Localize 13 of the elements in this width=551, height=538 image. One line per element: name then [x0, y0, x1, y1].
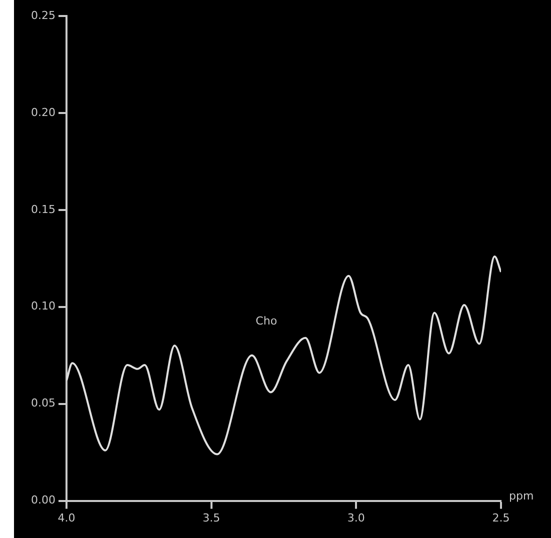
y-tick-label: 0.00 — [30, 494, 56, 507]
x-tick-label: 3.5 — [202, 511, 220, 524]
line-series — [66, 255, 501, 456]
y-tick-label: 0.20 — [30, 106, 56, 119]
y-tick-label: 0.25 — [30, 8, 56, 22]
x-tick-label: 3.0 — [347, 511, 365, 524]
y-tick-label: 0.15 — [30, 202, 56, 216]
x-tick-label: 4.0 — [58, 511, 76, 524]
x-tick-label: 2.5 — [492, 511, 510, 524]
y-tick-label: 0.05 — [30, 396, 56, 410]
annotation: Cho — [256, 314, 278, 328]
x-axis-title: ppm — [509, 490, 534, 503]
y-tick-label: 0.10 — [30, 300, 56, 313]
